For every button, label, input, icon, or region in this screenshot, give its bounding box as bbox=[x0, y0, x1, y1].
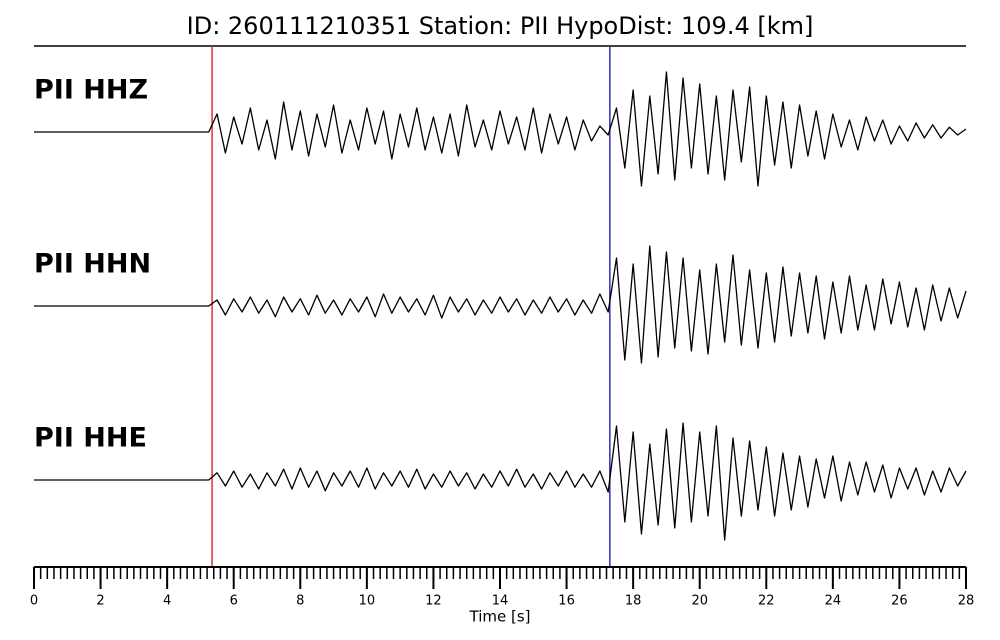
x-tick-label: 6 bbox=[230, 594, 238, 609]
x-tick-label: 12 bbox=[425, 594, 442, 609]
x-tick-label: 20 bbox=[691, 594, 708, 609]
x-tick-label: 16 bbox=[558, 594, 575, 609]
x-tick-label: 4 bbox=[163, 594, 171, 609]
x-tick-label: 26 bbox=[891, 594, 908, 609]
trace-label: PII HHE bbox=[34, 423, 147, 454]
x-tick-label: 0 bbox=[30, 594, 38, 609]
x-tick-label: 18 bbox=[625, 594, 642, 609]
waveform bbox=[34, 71, 967, 187]
trace-label: PII HHZ bbox=[34, 75, 148, 106]
chart-title: ID: 260111210351 Station: PII HypoDist: … bbox=[187, 12, 814, 40]
trace-label: PII HHN bbox=[34, 249, 151, 280]
x-tick-label: 24 bbox=[825, 594, 842, 609]
x-tick-label: 14 bbox=[492, 594, 509, 609]
waveform bbox=[34, 245, 967, 364]
waveform bbox=[34, 422, 967, 541]
x-axis-label: Time [s] bbox=[469, 608, 531, 626]
x-tick-label: 22 bbox=[758, 594, 775, 609]
x-tick-label: 10 bbox=[359, 594, 376, 609]
x-tick-label: 28 bbox=[958, 594, 975, 609]
x-tick-label: 2 bbox=[96, 594, 104, 609]
x-tick-label: 8 bbox=[296, 594, 304, 609]
